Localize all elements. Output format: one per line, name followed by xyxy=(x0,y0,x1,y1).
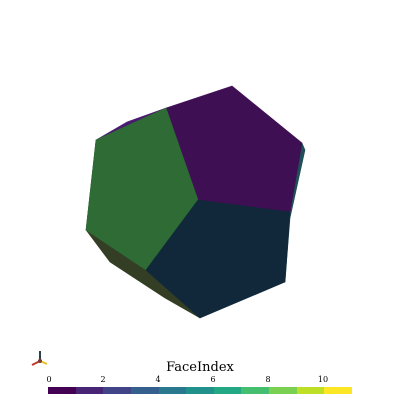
scalar-bar-swatch xyxy=(48,387,76,394)
scalar-bar-swatch xyxy=(269,387,297,394)
dodecahedron-mesh[interactable] xyxy=(85,85,306,319)
scalar-bar-tick: 6 xyxy=(210,375,216,384)
axes-origin xyxy=(38,359,42,363)
orientation-axes-icon[interactable] xyxy=(28,348,52,372)
scalar-bar-swatch xyxy=(296,387,325,394)
scalar-bar: FaceIndex 0 2 4 6 8 10 xyxy=(46,360,353,400)
mesh-face-lower-right xyxy=(145,199,291,319)
scalar-bar-title: FaceIndex xyxy=(166,360,234,375)
scalar-bar-tick: 0 xyxy=(46,375,52,384)
scalar-bar-swatch xyxy=(158,387,187,394)
scalar-bar-swatch xyxy=(241,387,270,394)
scalar-bar-tick: 4 xyxy=(155,375,161,384)
scalar-bar-swatch xyxy=(75,387,104,394)
scalar-bar-swatch xyxy=(324,387,353,394)
scalar-bar-swatch xyxy=(186,387,214,394)
scalar-bar-ticks: 0 2 4 6 8 10 xyxy=(46,375,352,387)
scalar-bar-tick: 8 xyxy=(265,375,271,384)
scalar-bar-swatch xyxy=(130,387,159,394)
scalar-bar-color-ramp xyxy=(48,387,353,394)
scalar-bar-swatch xyxy=(213,387,242,394)
scalar-bar-tick: 10 xyxy=(317,375,329,384)
scalar-bar-tick: 2 xyxy=(100,375,106,384)
scalar-bar-swatch xyxy=(103,387,131,394)
